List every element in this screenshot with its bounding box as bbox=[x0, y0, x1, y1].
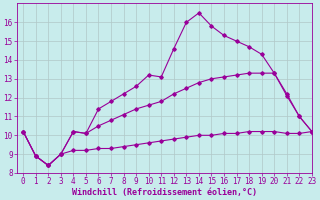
X-axis label: Windchill (Refroidissement éolien,°C): Windchill (Refroidissement éolien,°C) bbox=[72, 188, 257, 197]
